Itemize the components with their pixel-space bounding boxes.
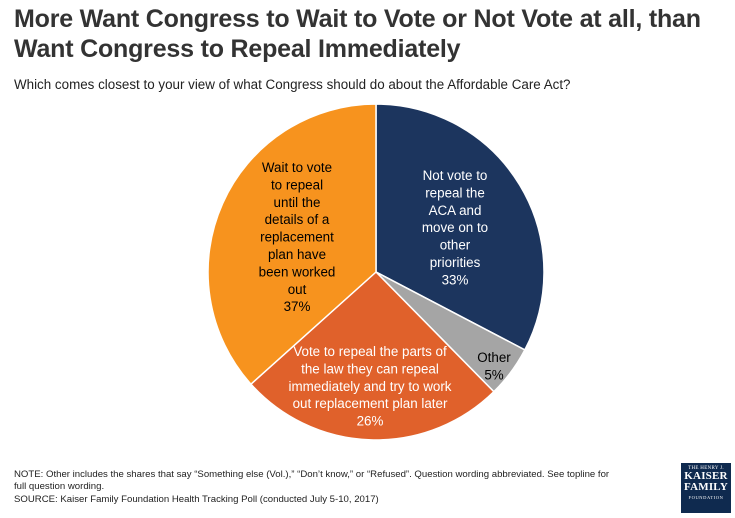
slice-label-line: the law they can repeal (301, 361, 439, 376)
slice-label-line: Wait to vote (262, 160, 332, 175)
chart-subtitle: Which comes closest to your view of what… (14, 77, 571, 92)
slice-label-line: out (288, 282, 307, 297)
slice-label-line: ACA and (429, 203, 482, 218)
note-line: NOTE: Other includes the shares that say… (14, 469, 610, 480)
pie-slice (249, 270, 495, 441)
note-line: full question wording. (14, 481, 105, 493)
slice-label-line: 33% (442, 272, 469, 287)
slice-label-line: details of a (265, 212, 330, 227)
pie-slice (375, 103, 545, 351)
logo-line: FAMILY (684, 481, 728, 493)
source-line: SOURCE: Kaiser Family Foundation Health … (14, 493, 379, 505)
slice-label: Other 5% (477, 350, 511, 382)
pie-slice (207, 103, 377, 386)
slice-label-line: repeal the (425, 185, 485, 200)
slice-label-line: 5% (484, 367, 503, 382)
slice-label-line: priorities (430, 255, 481, 270)
logo-line: THE HENRY J. (688, 466, 724, 471)
slice-label-line: Not vote to (423, 168, 488, 183)
slice-label-line: 26% (357, 414, 384, 429)
slice-label: Vote to repeal the parts of the law they … (289, 344, 452, 429)
slice-label-line: other (440, 238, 471, 253)
slice-label-line: 37% (284, 299, 311, 314)
slice-label-line: Other (477, 350, 511, 365)
logo-line: KAISER (684, 470, 728, 482)
slice-label-line: until the (274, 195, 321, 210)
slice-label-line: to repeal (271, 177, 323, 192)
slice-label-line: Vote to repeal the parts of (293, 344, 447, 359)
chart-title: More Want Congress to Wait to Vote or No… (14, 5, 701, 63)
slice-label-line: replacement (260, 230, 334, 245)
kff-logo: THE HENRY J. KAISER FAMILY FOUNDATION (681, 463, 731, 513)
slice-label-line: been worked (259, 264, 336, 279)
slice-label-line: out replacement plan later (293, 396, 448, 411)
slice-label-line: plan have (268, 247, 326, 262)
logo-line: FOUNDATION (688, 495, 724, 500)
slice-label: Not vote to repeal the ACA and move on to ot… (422, 168, 488, 287)
slice-label-line: immediately and try to work (289, 379, 452, 394)
footnote: NOTE: Other includes the shares that say… (14, 469, 674, 506)
slice-label: Wait to vote to repeal until the details of… (259, 160, 336, 314)
slice-label-line: move on to (422, 220, 488, 235)
